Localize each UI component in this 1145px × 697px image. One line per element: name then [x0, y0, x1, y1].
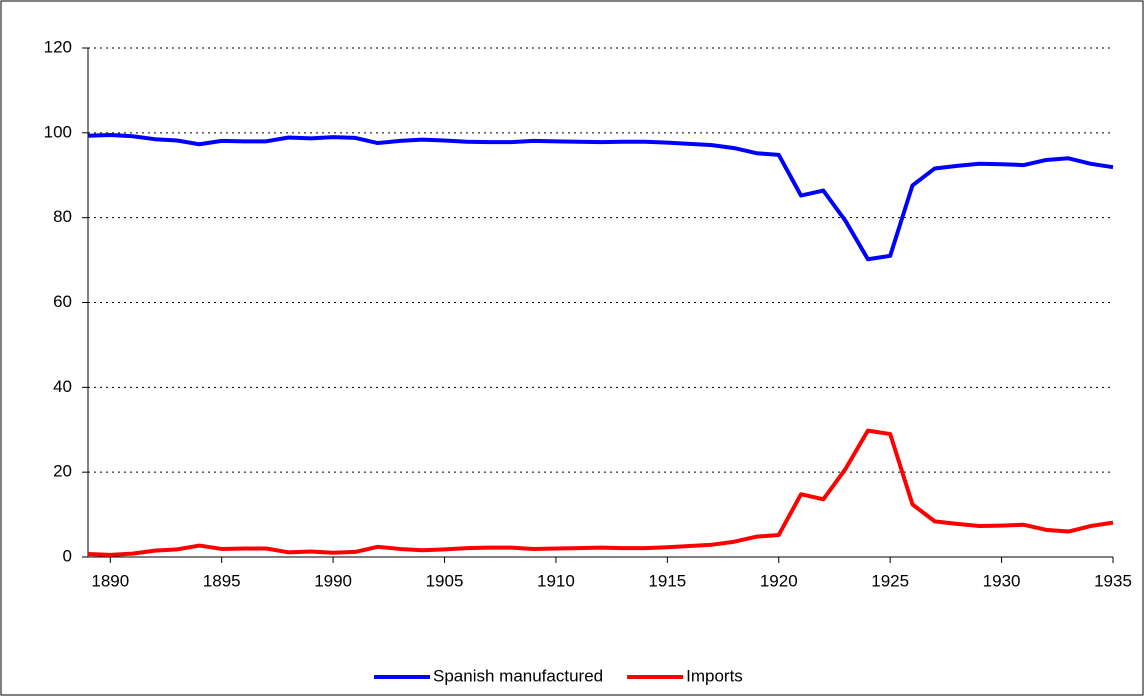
y-tick-label: 120: [44, 37, 72, 56]
y-tick-label: 60: [53, 292, 72, 311]
legend-label: Imports: [686, 666, 743, 685]
series-line: [87, 428, 1114, 557]
x-tick-label: 1935: [1094, 571, 1132, 590]
legend-label: Spanish manufactured: [433, 666, 603, 685]
x-tick-label: 1905: [426, 571, 464, 590]
x-tick-label: 1990: [314, 571, 352, 590]
y-tick-label: 40: [53, 377, 72, 396]
y-tick-label: 100: [44, 122, 72, 141]
y-tick-label: 20: [53, 462, 72, 481]
x-tick-label: 1920: [760, 571, 798, 590]
y-tick-label: 80: [53, 207, 72, 226]
y-tick-label: 0: [63, 546, 72, 565]
x-tick-label: 1890: [91, 571, 129, 590]
x-tick-label: 1915: [648, 571, 686, 590]
x-tick-label: 1930: [983, 571, 1021, 590]
x-tick-label: 1895: [203, 571, 241, 590]
series-line: [87, 132, 1114, 262]
x-tick-label: 1925: [871, 571, 909, 590]
x-tick-label: 1910: [537, 571, 575, 590]
